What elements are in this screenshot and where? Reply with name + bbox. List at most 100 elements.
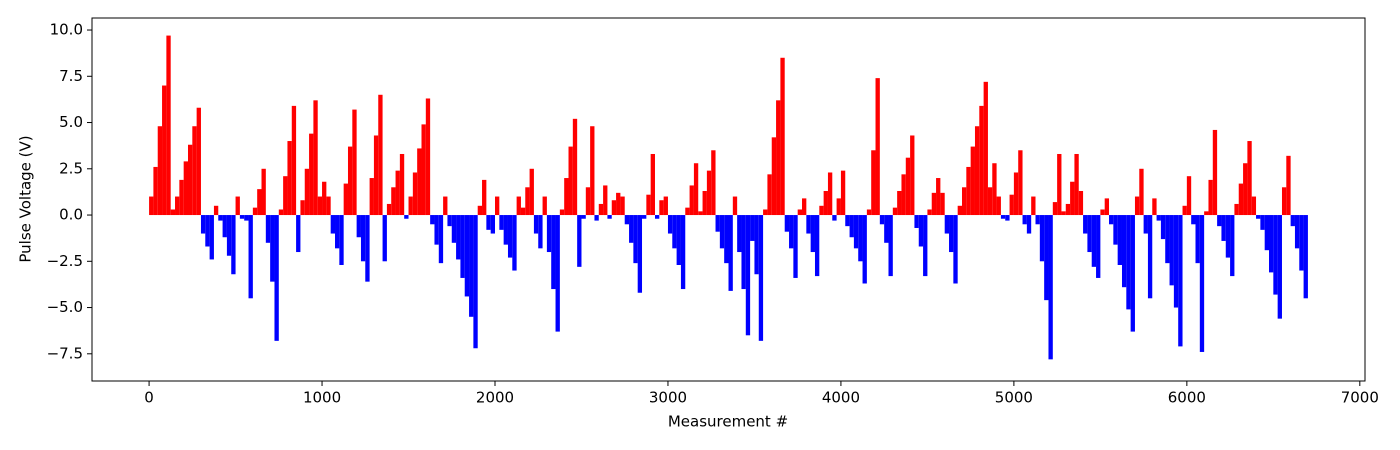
bar bbox=[257, 189, 262, 216]
bar bbox=[482, 179, 487, 216]
bar bbox=[784, 215, 790, 232]
bar bbox=[192, 126, 197, 216]
bar bbox=[555, 215, 560, 332]
bar bbox=[222, 215, 227, 238]
bar bbox=[611, 200, 617, 216]
bar bbox=[888, 215, 893, 277]
bar bbox=[365, 215, 370, 282]
bar bbox=[1078, 190, 1084, 216]
bar bbox=[974, 126, 980, 216]
bar bbox=[642, 215, 647, 219]
bar bbox=[892, 207, 898, 216]
bar bbox=[827, 172, 833, 216]
bar bbox=[1178, 215, 1183, 347]
bar bbox=[1160, 215, 1166, 240]
bar bbox=[1113, 215, 1118, 245]
bar bbox=[1031, 196, 1036, 216]
y-tick-label: 7.5 bbox=[59, 67, 83, 85]
bar bbox=[1221, 215, 1226, 241]
bar bbox=[231, 215, 236, 275]
bar bbox=[1260, 215, 1265, 230]
bar bbox=[1009, 194, 1014, 216]
bar bbox=[1091, 215, 1097, 267]
bar bbox=[1022, 215, 1027, 225]
bar bbox=[577, 215, 582, 267]
bar bbox=[918, 215, 924, 247]
bar bbox=[866, 209, 872, 216]
bar bbox=[1035, 215, 1040, 225]
bar bbox=[218, 215, 223, 221]
bar bbox=[1143, 215, 1148, 234]
bar bbox=[386, 203, 392, 216]
bar bbox=[1212, 129, 1218, 216]
bar bbox=[1065, 203, 1071, 216]
bar bbox=[456, 215, 461, 260]
bar bbox=[741, 215, 746, 290]
bar bbox=[1044, 215, 1049, 301]
bar bbox=[737, 215, 742, 253]
bar bbox=[931, 192, 937, 216]
bar bbox=[291, 105, 297, 216]
y-tick-label: 5.0 bbox=[59, 113, 83, 131]
bar bbox=[1225, 215, 1231, 258]
bar bbox=[473, 215, 478, 349]
bar bbox=[728, 215, 733, 291]
bar bbox=[581, 215, 586, 219]
bar bbox=[793, 215, 798, 278]
bar bbox=[1269, 215, 1274, 273]
bar bbox=[594, 215, 599, 221]
bar bbox=[923, 215, 928, 277]
bar bbox=[546, 215, 552, 253]
bar bbox=[1256, 215, 1261, 219]
bar bbox=[322, 181, 327, 216]
bar bbox=[1217, 215, 1222, 227]
bar bbox=[347, 146, 353, 216]
bar bbox=[300, 200, 305, 216]
bar bbox=[551, 215, 556, 290]
bar bbox=[936, 178, 941, 216]
bar bbox=[810, 215, 815, 253]
x-tick-label: 2000 bbox=[476, 389, 514, 407]
bar bbox=[1281, 187, 1287, 216]
bar bbox=[719, 215, 725, 249]
bar bbox=[170, 209, 176, 216]
bar bbox=[265, 215, 271, 243]
bar bbox=[213, 205, 219, 216]
bar bbox=[862, 215, 867, 284]
bar bbox=[1026, 215, 1032, 234]
bar bbox=[680, 215, 686, 290]
bar bbox=[438, 215, 444, 264]
bar bbox=[425, 98, 431, 216]
bar bbox=[226, 215, 232, 256]
bar bbox=[698, 211, 703, 216]
bar bbox=[330, 215, 336, 234]
bar bbox=[905, 157, 911, 216]
y-tick-label: 10.0 bbox=[50, 21, 83, 39]
bar bbox=[326, 196, 331, 216]
y-tick-label: 0.0 bbox=[59, 206, 83, 224]
bar bbox=[451, 215, 457, 243]
bar bbox=[417, 148, 422, 216]
bar bbox=[672, 215, 677, 249]
bar bbox=[1169, 215, 1174, 286]
bar bbox=[637, 215, 643, 293]
bar bbox=[205, 215, 210, 247]
bar bbox=[434, 215, 439, 245]
bar bbox=[629, 215, 634, 243]
bar bbox=[244, 215, 249, 221]
bar bbox=[832, 215, 837, 221]
x-tick-label: 5000 bbox=[995, 389, 1033, 407]
y-axis-label: Pulse Voltage (V) bbox=[17, 135, 35, 262]
bar bbox=[676, 215, 681, 265]
bar bbox=[897, 190, 902, 216]
bar bbox=[538, 215, 543, 249]
bar bbox=[802, 198, 807, 216]
bar bbox=[840, 170, 846, 216]
x-tick-label: 3000 bbox=[649, 389, 687, 407]
bar bbox=[1117, 215, 1122, 265]
bar bbox=[1286, 155, 1291, 216]
bar bbox=[287, 141, 292, 216]
bar bbox=[572, 118, 578, 216]
bar bbox=[412, 172, 418, 216]
bar bbox=[927, 209, 932, 216]
